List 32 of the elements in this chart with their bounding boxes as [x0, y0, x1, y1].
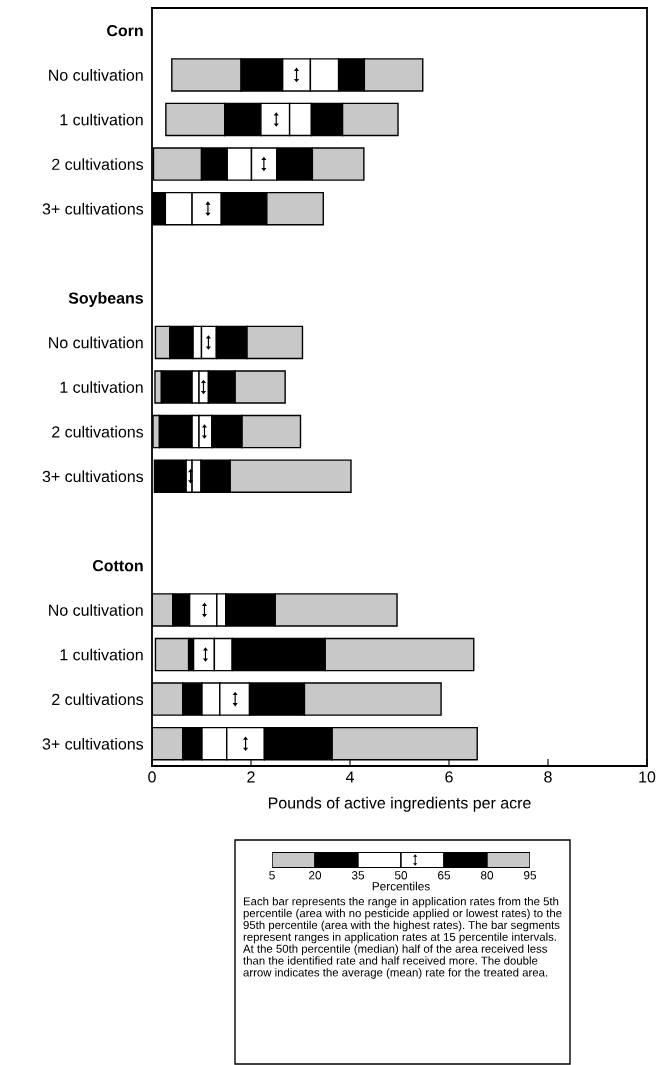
- x-tick-label: 35: [351, 871, 365, 880]
- y-tick-label: 1 cultivation: [60, 381, 143, 393]
- x-tick-label: 80: [480, 871, 494, 880]
- y-tick-label: Cotton: [92, 559, 143, 572]
- x-tick-label: 8: [544, 771, 552, 783]
- y-tick-label: No cultivation: [49, 604, 143, 616]
- y-tick-label: No cultivation: [49, 336, 143, 349]
- x-tick-label: 10: [639, 771, 656, 783]
- y-tick-label: 3+ cultivations: [42, 737, 144, 750]
- x-tick-label: 0: [148, 771, 156, 783]
- annotation: Each bar represents the range in application rates from the 5th percentile (area with no pesticide applied or lowest rates) to the 95th percentile (area with the highest rates). The bar segments represent ranges in application rates at 15 percentile intervals. At the 50th percentile (median) half of the area received less than the identified rate and half received more. The double arrow indicates the average (mean) rate for the treated area.: [243, 897, 562, 979]
- x-tick-label: 95: [523, 871, 537, 880]
- y-tick-label: 1 cultivation: [60, 648, 143, 661]
- x-tick-label: 5: [269, 871, 275, 880]
- x-tick-label: 6: [445, 771, 453, 783]
- y-tick-label: 2 cultivations: [52, 425, 144, 438]
- y-tick-label: 2 cultivations: [52, 693, 144, 706]
- y-tick-label: 2 cultivations: [52, 158, 144, 170]
- y-tick-label: 3+ cultivations: [42, 470, 144, 483]
- y-tick-label: Corn: [107, 24, 143, 37]
- x-axis-title: Pounds of active ingredients per acre: [268, 796, 531, 812]
- y-tick-label: 3+ cultivations: [42, 202, 144, 215]
- x-tick-label: 50: [394, 871, 408, 880]
- x-tick-label: 2: [247, 771, 255, 783]
- x-tick-label: 65: [438, 871, 451, 880]
- x-tick-label: 4: [345, 771, 354, 783]
- bar: [154, 637, 190, 672]
- y-tick-label: Soybeans: [68, 292, 144, 307]
- x-tick-label: 20: [309, 871, 322, 880]
- x-axis-title: Percentiles: [372, 881, 430, 891]
- y-tick-label: 1 cultivation: [60, 113, 143, 126]
- y-tick-label: No cultivation: [49, 69, 143, 81]
